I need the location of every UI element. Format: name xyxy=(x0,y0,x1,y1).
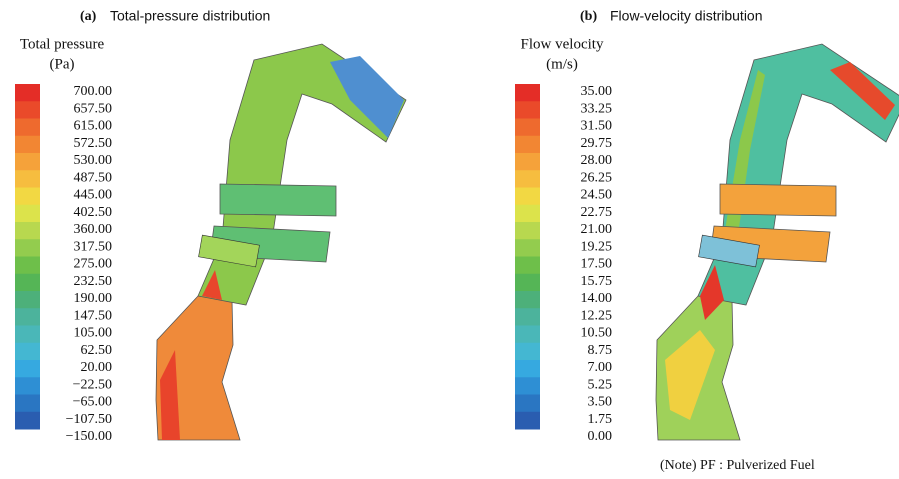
panel-title-text: Flow-velocity distribution xyxy=(610,8,763,24)
colorbar-band xyxy=(15,326,40,344)
colorbar-band xyxy=(15,239,40,257)
colorbar-band xyxy=(515,153,540,171)
colorbar-band xyxy=(15,188,40,206)
colorbar-band xyxy=(515,170,540,188)
pressure-contour xyxy=(156,44,406,440)
colorbar-band xyxy=(15,101,40,119)
colorbar-tick-label: 28.00 xyxy=(581,153,613,168)
colorbar-tick-label: −150.00 xyxy=(66,429,112,444)
colorbar-tick-label: 487.50 xyxy=(74,170,113,185)
colorbar-band xyxy=(15,222,40,240)
colorbar-tick-label: 105.00 xyxy=(74,326,113,341)
colorbar-band xyxy=(15,377,40,395)
colorbar-tick-label: 33.25 xyxy=(581,101,613,116)
colorbar-band xyxy=(15,291,40,309)
colorbar-band xyxy=(515,136,540,154)
legend-unit: (Pa) xyxy=(50,56,75,72)
colorbar-band xyxy=(515,412,540,430)
colorbar-band xyxy=(515,222,540,240)
legend-title: Total pressure xyxy=(20,36,105,52)
colorbar-band xyxy=(15,343,40,361)
colorbar-tick-label: 572.50 xyxy=(74,136,113,151)
colorbar-tick-label: 402.50 xyxy=(74,205,113,220)
colorbar-tick-label: 15.75 xyxy=(581,274,613,289)
colorbar-tick-label: −65.00 xyxy=(73,395,112,410)
colorbar-tick-label: 21.00 xyxy=(581,222,613,237)
colorbar-tick-label: 12.25 xyxy=(581,308,613,323)
colorbar-tick-label: 35.00 xyxy=(581,84,613,99)
colorbar-band xyxy=(515,84,540,102)
colorbar-tick-label: 10.50 xyxy=(581,326,613,341)
colorbar-tick-label: 232.50 xyxy=(74,274,113,289)
colorbar-tick-label: 657.50 xyxy=(74,101,113,116)
colorbar-band xyxy=(515,188,540,206)
panel-title-text: Total-pressure distribution xyxy=(110,8,270,24)
colorbar-band xyxy=(15,412,40,430)
colorbar-band xyxy=(515,205,540,223)
colorbar-tick-label: 22.75 xyxy=(581,205,613,220)
colorbar-tick-label: 29.75 xyxy=(581,136,613,151)
colorbar-tick-label: 147.50 xyxy=(74,308,113,323)
colorbar-band xyxy=(515,239,540,257)
note: (Note) PF : Pulverized Fuel xyxy=(660,458,815,473)
colorbar-tick-label: 275.00 xyxy=(74,257,113,272)
colorbar-band xyxy=(15,360,40,378)
panel-label: (a) xyxy=(80,9,97,24)
colorbar-tick-label: 360.00 xyxy=(74,222,113,237)
colorbar-tick-label: 615.00 xyxy=(74,119,113,134)
colorbar-band xyxy=(515,308,540,326)
panel-label: (b) xyxy=(580,9,597,24)
colorbar-band xyxy=(15,274,40,292)
colorbar-tick-label: 0.00 xyxy=(588,429,613,444)
colorbar-band xyxy=(515,395,540,413)
colorbar-tick-label: 317.50 xyxy=(74,239,113,254)
colorbar-band xyxy=(15,257,40,275)
figure: (Note) PF : Pulverized Fuel (a) Total-pre… xyxy=(0,0,899,479)
colorbar-band xyxy=(15,136,40,154)
colorbar-band xyxy=(515,360,540,378)
colorbar-band xyxy=(15,395,40,413)
colorbar-tick-label: 190.00 xyxy=(74,291,113,306)
colorbar-tick-label: 17.50 xyxy=(581,257,613,272)
colorbar-band xyxy=(515,101,540,119)
colorbar-band xyxy=(515,291,540,309)
colorbar-tick-label: 14.00 xyxy=(581,291,613,306)
colorbar-band xyxy=(515,274,540,292)
legend-title: Flow velocity xyxy=(521,36,604,52)
legend-unit: (m/s) xyxy=(546,56,578,72)
colorbar-tick-label: 26.25 xyxy=(581,170,613,185)
colorbar-band xyxy=(515,257,540,275)
colorbar-band xyxy=(515,343,540,361)
colorbar-band xyxy=(15,170,40,188)
colorbar-tick-label: 5.25 xyxy=(588,377,613,392)
colorbar-band xyxy=(515,377,540,395)
colorbar-tick-label: 19.25 xyxy=(581,239,613,254)
colorbar-tick-label: 62.50 xyxy=(81,343,113,358)
colorbar-tick-label: −107.50 xyxy=(66,412,112,427)
colorbar-tick-label: 31.50 xyxy=(581,119,613,134)
colorbar-band xyxy=(15,84,40,102)
colorbar-tick-label: 7.00 xyxy=(588,360,613,375)
colorbar-band xyxy=(515,326,540,344)
colorbar-tick-label: 445.00 xyxy=(74,188,113,203)
colorbar-tick-label: 3.50 xyxy=(588,395,613,410)
velocity-contour xyxy=(656,44,899,440)
colorbar-tick-label: 24.50 xyxy=(581,188,613,203)
colorbar-band xyxy=(15,119,40,137)
colorbar-band xyxy=(15,153,40,171)
colorbar-tick-label: 8.75 xyxy=(588,343,613,358)
colorbar-tick-label: −22.50 xyxy=(73,377,112,392)
colorbar-band xyxy=(15,308,40,326)
colorbar-band xyxy=(15,205,40,223)
colorbar-tick-label: 20.00 xyxy=(81,360,113,375)
colorbar-band xyxy=(515,119,540,137)
colorbar-tick-label: 700.00 xyxy=(74,84,113,99)
colorbar-tick-label: 530.00 xyxy=(74,153,113,168)
colorbar-tick-label: 1.75 xyxy=(588,412,613,427)
